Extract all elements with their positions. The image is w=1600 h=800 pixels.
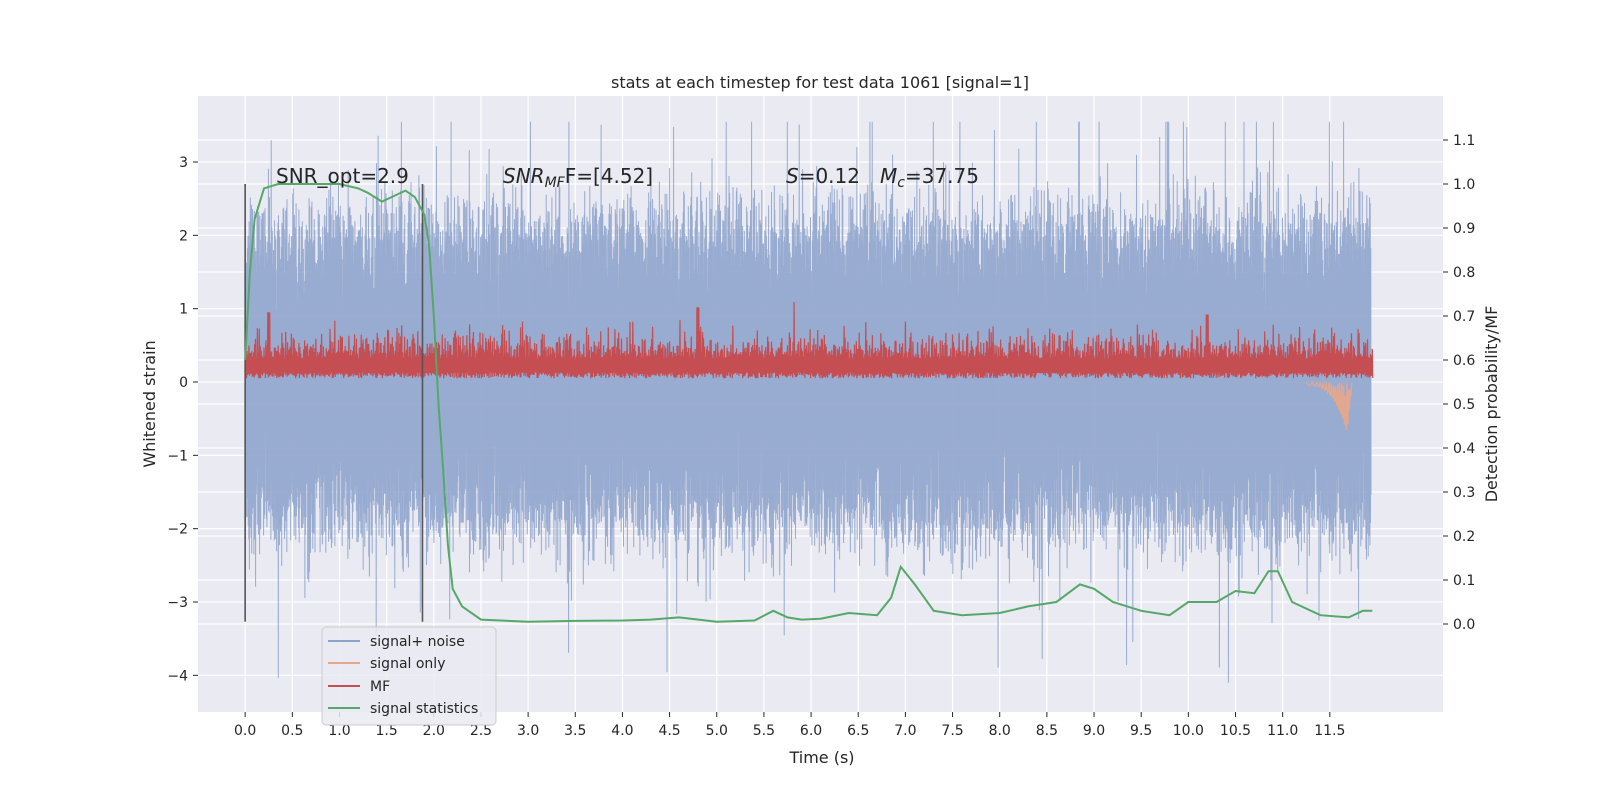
legend-box [321, 626, 497, 726]
left-y-tick-label: 1 [179, 302, 188, 318]
left-y-axis-label: Whitened strain [140, 340, 159, 467]
x-tick-label: 3.5 [564, 723, 586, 739]
x-tick-label: 10.5 [1220, 723, 1251, 739]
right-y-tick-label: 1.1 [1453, 133, 1475, 149]
left-y-tick-label: −1 [167, 448, 188, 464]
annotation-mc-subscript: c [897, 175, 905, 191]
x-tick-label: 11.5 [1314, 723, 1345, 739]
left-y-tick-label: 2 [179, 228, 188, 244]
legend-label-signal-noise: signal+ noise [370, 634, 465, 650]
right-y-tick-label: 0.3 [1453, 485, 1475, 501]
right-y-tick-label: 0.9 [1453, 221, 1475, 237]
x-tick-label: 10.0 [1173, 723, 1204, 739]
signal-statistics-line [244, 183, 1373, 623]
x-tick-label: 0.0 [234, 723, 256, 739]
legend-label-mf: MF [370, 679, 390, 695]
mf-line [244, 301, 1374, 379]
right-y-tick-label: 0.8 [1453, 265, 1475, 281]
annotation-s-value: =0.12 [799, 164, 860, 188]
x-tick-label: 1.5 [376, 723, 398, 739]
annotation-mc: Mc=37.75 [880, 164, 979, 191]
x-tick-label: 0.5 [281, 723, 303, 739]
x-tick-label: 9.5 [1130, 723, 1152, 739]
right-y-axis-label: Detection probability/MF [1482, 306, 1501, 503]
left-y-tick-label: −4 [167, 668, 188, 684]
x-tick-label: 4.0 [611, 723, 633, 739]
x-axis-label: Time (s) [788, 748, 854, 767]
x-tick-label: 7.5 [941, 723, 963, 739]
left-y-tick-label: 0 [179, 375, 188, 391]
chart-title: stats at each timestep for test data 106… [611, 73, 1029, 92]
legend-label-signal-statistics: signal statistics [370, 701, 478, 717]
annotation-mc-symbol: M [880, 164, 897, 188]
right-y-tick-label: 0.0 [1453, 617, 1475, 633]
left-y-tick-label: −3 [167, 595, 188, 611]
right-y-tick-label: 0.6 [1453, 353, 1475, 369]
window-markers [244, 184, 424, 622]
annotation-snr-opt: SNR_opt=2.9 [276, 164, 409, 188]
annotation-s-symbol: S [786, 164, 799, 188]
left-y-tick-label: 3 [179, 155, 188, 171]
x-axis-ticks: 0.0 0.5 1.0 1.5 2.0 2.5 3.0 3.5 4.0 4.5 5.0 5.5 6.0 6… [234, 712, 1345, 739]
right-y-tick-label: 0.7 [1453, 309, 1475, 325]
right-y-tick-label: 0.1 [1453, 573, 1475, 589]
annotation-snr-mf-subscript: MF [545, 175, 566, 191]
x-tick-label: 5.5 [753, 723, 775, 739]
right-y-tick-label: 0.5 [1453, 397, 1475, 413]
signal-statistics-series [244, 183, 1373, 623]
x-tick-label: 5.0 [706, 723, 728, 739]
x-tick-label: 7.0 [894, 723, 916, 739]
annotation-snr-mf-symbol: SNR [503, 164, 545, 188]
x-tick-label: 2.0 [423, 723, 445, 739]
x-tick-label: 4.5 [658, 723, 680, 739]
signal-noise-line [244, 121, 1372, 683]
right-y-tick-label: 0.4 [1453, 441, 1475, 457]
legend: signal+ noise signal only MF signal stat… [321, 626, 497, 726]
annotation-snr-mf-value: F=[4.52] [565, 164, 653, 188]
right-y-axis-ticks: 1.1 1.0 0.9 0.8 0.7 0.6 0.5 0.4 0.3 0.2 0.1 0.0 [1443, 133, 1475, 633]
legend-label-signal-only: signal only [370, 656, 445, 672]
mf-series [244, 301, 1374, 379]
x-tick-label: 1.0 [328, 723, 350, 739]
x-tick-label: 9.0 [1083, 723, 1105, 739]
right-y-tick-label: 1.0 [1453, 177, 1475, 193]
left-y-tick-label: −2 [167, 522, 188, 538]
x-tick-label: 8.0 [989, 723, 1011, 739]
signal-noise-series [244, 121, 1372, 683]
x-tick-label: 6.0 [800, 723, 822, 739]
annotation-s: S=0.12 [786, 164, 860, 188]
x-tick-label: 3.0 [517, 723, 539, 739]
x-tick-label: 11.0 [1267, 723, 1298, 739]
x-tick-label: 2.5 [470, 723, 492, 739]
signal-only-series [1305, 380, 1353, 431]
annotation-mc-value: =37.75 [905, 164, 979, 188]
annotation-snr-mf: SNRMFF=[4.52] [503, 164, 653, 191]
left-y-axis-ticks: 3 2 1 0 −1 −2 −3 −4 [167, 155, 198, 684]
x-tick-label: 6.5 [847, 723, 869, 739]
x-tick-label: 8.5 [1036, 723, 1058, 739]
signal-only-line [1305, 380, 1353, 431]
right-y-tick-label: 0.2 [1453, 529, 1475, 545]
